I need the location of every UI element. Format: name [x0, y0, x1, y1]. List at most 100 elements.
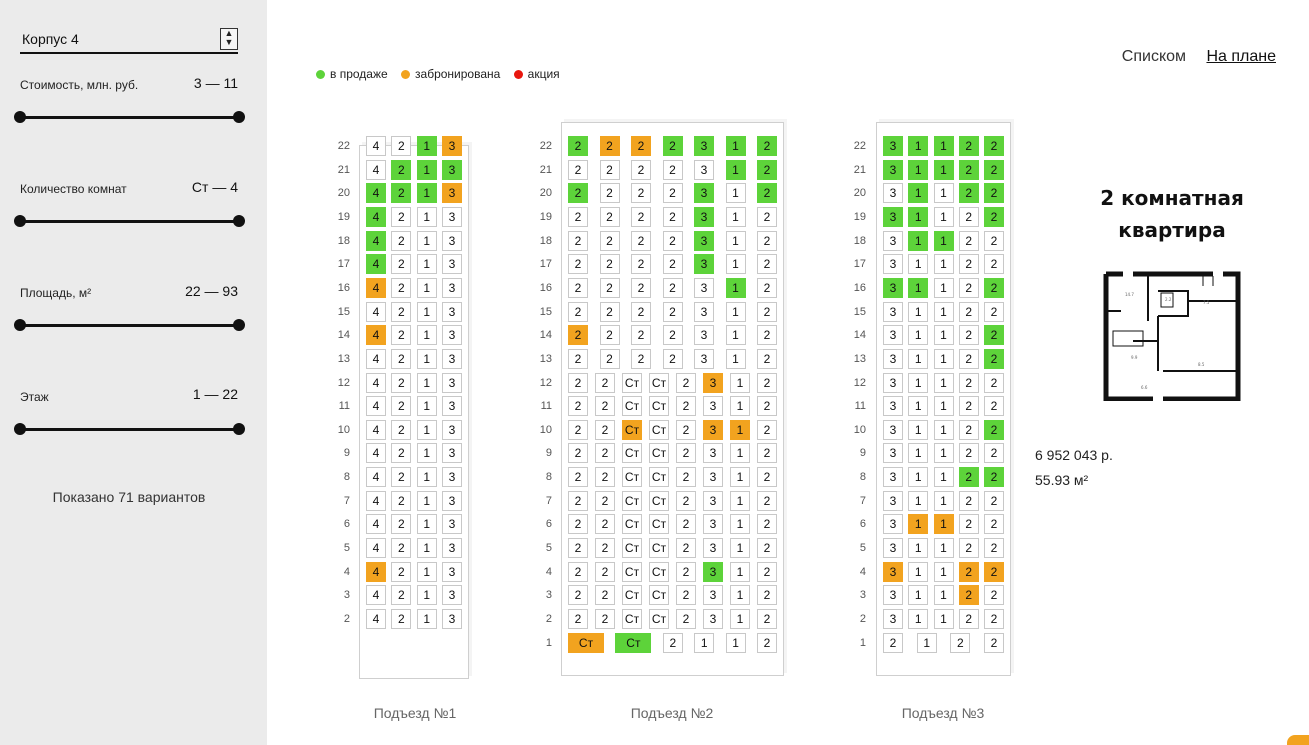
apartment-cell[interactable]: 1: [933, 514, 954, 535]
apartment-cell[interactable]: 2: [391, 159, 412, 180]
apartment-cell[interactable]: 2: [391, 419, 412, 440]
apartment-cell[interactable]: 2: [568, 230, 588, 251]
apartment-cell[interactable]: 2: [958, 372, 979, 393]
apartment-cell[interactable]: 1: [933, 325, 954, 346]
apartment-cell[interactable]: 2: [599, 136, 620, 156]
apartment-cell[interactable]: 2: [391, 348, 412, 369]
apartment-cell[interactable]: 3: [703, 585, 723, 606]
apartment-cell[interactable]: 2: [631, 348, 651, 369]
apartment-cell[interactable]: 2: [391, 467, 412, 488]
apartment-cell[interactable]: 2: [662, 632, 683, 653]
apartment-cell[interactable]: 3: [442, 159, 462, 180]
apartment-cell[interactable]: 1: [725, 325, 746, 346]
apartment-cell[interactable]: 3: [703, 396, 723, 417]
apartment-cell[interactable]: 1: [730, 585, 750, 606]
apartment-cell[interactable]: 2: [568, 514, 588, 535]
apartment-cell[interactable]: 2: [391, 254, 412, 275]
apartment-cell[interactable]: 2: [631, 277, 651, 298]
apartment-cell[interactable]: 3: [883, 206, 903, 227]
apartment-cell[interactable]: 4: [366, 561, 386, 582]
apartment-cell[interactable]: 4: [366, 467, 386, 488]
apartment-cell[interactable]: 4: [366, 183, 386, 204]
apartment-cell[interactable]: 2: [757, 467, 777, 488]
apartment-cell[interactable]: 2: [958, 159, 979, 180]
apartment-cell[interactable]: 1: [933, 467, 954, 488]
apartment-cell[interactable]: 1: [725, 183, 746, 204]
apartment-cell[interactable]: 1: [908, 538, 929, 559]
apartment-cell[interactable]: 2: [391, 325, 412, 346]
area-slider[interactable]: [14, 319, 245, 331]
apartment-cell[interactable]: 2: [676, 561, 696, 582]
apartment-cell[interactable]: 1: [916, 632, 937, 653]
apartment-cell[interactable]: 2: [631, 183, 651, 204]
apartment-cell[interactable]: 2: [391, 538, 412, 559]
apartment-cell[interactable]: 2: [662, 136, 683, 156]
apartment-cell[interactable]: 1: [730, 490, 750, 511]
apartment-cell[interactable]: 3: [883, 254, 903, 275]
apartment-cell[interactable]: 1: [730, 467, 750, 488]
apartment-cell[interactable]: 4: [366, 443, 386, 464]
slider-handle-min[interactable]: [14, 111, 26, 123]
apartment-cell[interactable]: 2: [757, 277, 777, 298]
apartment-cell[interactable]: 3: [883, 301, 903, 322]
apartment-cell[interactable]: Ст: [622, 467, 642, 488]
apartment-cell[interactable]: 2: [662, 277, 683, 298]
apartment-cell[interactable]: 2: [984, 467, 1004, 488]
apartment-cell[interactable]: 1: [908, 609, 929, 629]
apartment-cell[interactable]: 1: [730, 372, 750, 393]
apartment-cell[interactable]: 1: [416, 443, 437, 464]
apartment-cell[interactable]: 2: [757, 372, 777, 393]
apartment-cell[interactable]: 2: [568, 538, 588, 559]
apartment-cell[interactable]: Ст: [649, 514, 669, 535]
apartment-cell[interactable]: 1: [908, 159, 929, 180]
apartment-cell[interactable]: 2: [391, 230, 412, 251]
apartment-cell[interactable]: 2: [595, 467, 615, 488]
apartment-cell[interactable]: 4: [366, 230, 386, 251]
apartment-cell[interactable]: 2: [958, 230, 979, 251]
apartment-cell[interactable]: 1: [933, 538, 954, 559]
apartment-cell[interactable]: 3: [694, 159, 714, 180]
apartment-cell[interactable]: 4: [366, 348, 386, 369]
apartment-cell[interactable]: 2: [984, 254, 1004, 275]
apartment-cell[interactable]: 1: [933, 230, 954, 251]
apartment-cell[interactable]: 2: [568, 419, 588, 440]
apartment-cell[interactable]: 1: [908, 301, 929, 322]
apartment-cell[interactable]: 1: [416, 348, 437, 369]
apartment-cell[interactable]: 2: [599, 206, 620, 227]
apartment-cell[interactable]: 2: [958, 206, 979, 227]
apartment-cell[interactable]: 2: [958, 183, 979, 204]
apartment-cell[interactable]: 2: [676, 467, 696, 488]
apartment-cell[interactable]: 2: [984, 538, 1004, 559]
apartment-cell[interactable]: 2: [662, 348, 683, 369]
apartment-cell[interactable]: 3: [694, 206, 714, 227]
apartment-cell[interactable]: 3: [703, 514, 723, 535]
apartment-cell[interactable]: 3: [442, 443, 462, 464]
apartment-cell[interactable]: 1: [933, 396, 954, 417]
apartment-cell[interactable]: 1: [933, 183, 954, 204]
apartment-cell[interactable]: Ст: [615, 632, 652, 653]
apartment-cell[interactable]: 2: [568, 396, 588, 417]
apartment-cell[interactable]: 2: [568, 136, 588, 156]
apartment-cell[interactable]: 1: [725, 230, 746, 251]
apartment-cell[interactable]: 2: [958, 301, 979, 322]
list-view-link[interactable]: Списком: [1121, 48, 1187, 65]
apartment-cell[interactable]: 1: [416, 230, 437, 251]
building-select[interactable]: Корпус 4 ▲ ▼: [20, 27, 238, 54]
apartment-cell[interactable]: 2: [391, 301, 412, 322]
apartment-cell[interactable]: 1: [416, 514, 437, 535]
apartment-cell[interactable]: 2: [757, 325, 777, 346]
apartment-cell[interactable]: 1: [933, 301, 954, 322]
apartment-cell[interactable]: 2: [984, 561, 1004, 582]
apartment-cell[interactable]: 2: [662, 183, 683, 204]
rooms-slider[interactable]: [14, 215, 245, 227]
apartment-cell[interactable]: 3: [694, 136, 714, 156]
apartment-cell[interactable]: 3: [694, 325, 714, 346]
apartment-cell[interactable]: 2: [757, 136, 777, 156]
apartment-cell[interactable]: 2: [391, 443, 412, 464]
apartment-cell[interactable]: 2: [984, 609, 1004, 629]
floor-slider[interactable]: [14, 423, 245, 435]
apartment-cell[interactable]: 3: [442, 301, 462, 322]
apartment-cell[interactable]: Ст: [649, 538, 669, 559]
slider-handle-min[interactable]: [14, 319, 26, 331]
apartment-cell[interactable]: 3: [442, 136, 462, 156]
